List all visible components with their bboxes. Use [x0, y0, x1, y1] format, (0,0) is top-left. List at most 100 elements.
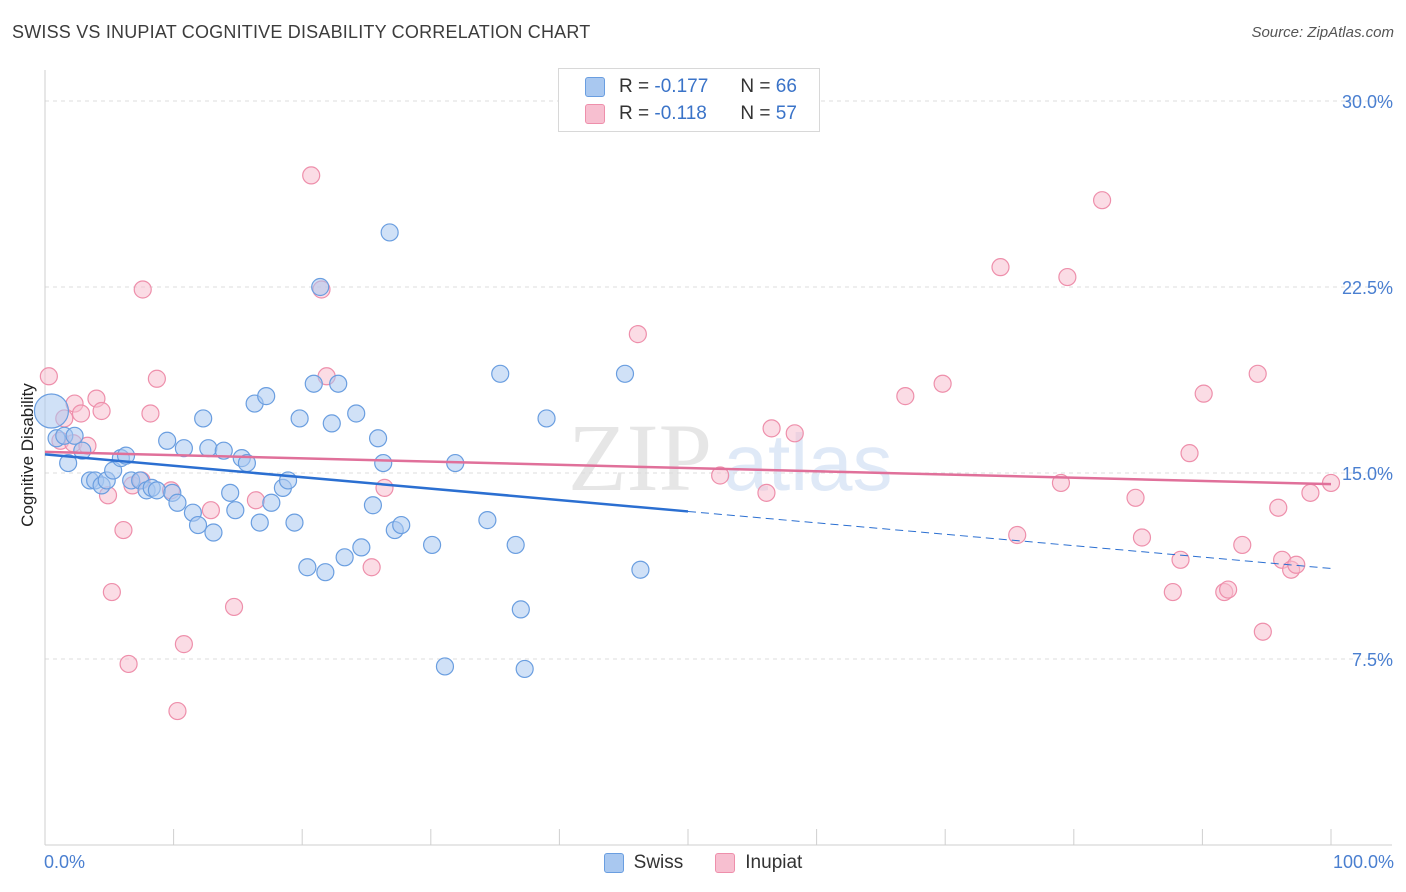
- legend-item-swiss[interactable]: Swiss: [603, 852, 684, 874]
- swiss-point: [158, 431, 177, 450]
- inupiat-swatch-icon: [585, 104, 605, 124]
- swiss-point: [392, 515, 411, 535]
- swiss-point: [285, 513, 304, 532]
- inupiat-point: [1253, 622, 1272, 641]
- inupiat-point: [1092, 191, 1112, 210]
- swiss-point: [250, 513, 269, 532]
- swiss-point: [168, 493, 187, 512]
- swiss-point: [506, 535, 525, 555]
- series-legend: Swiss Inupiat: [0, 852, 1406, 874]
- swiss-point: [380, 223, 399, 242]
- inupiat-point: [92, 401, 111, 421]
- swiss-point: [435, 657, 455, 676]
- legend-swiss-label: Swiss: [633, 852, 684, 873]
- inupiat-point: [991, 258, 1010, 277]
- swiss-point: [515, 659, 534, 679]
- inupiat-point: [141, 404, 160, 423]
- swiss-legend-icon: [603, 853, 624, 873]
- swiss-point: [147, 481, 166, 500]
- swiss-point: [311, 277, 330, 297]
- legend-row-inupiat: R = -0.118 N = 57: [585, 102, 797, 126]
- inupiat-trend-line: [44, 450, 1332, 486]
- swiss-trend-line: [44, 453, 689, 513]
- swiss-point: [374, 453, 393, 473]
- inupiat-point: [1058, 267, 1077, 287]
- inupiat-point: [896, 387, 915, 406]
- swiss-point: [322, 414, 341, 433]
- y-tick-label: 30.0%: [1342, 92, 1393, 112]
- inupiat-point: [1248, 364, 1267, 383]
- legend-row-swiss: R = -0.177 N = 66: [585, 75, 797, 99]
- swiss-point: [199, 439, 218, 458]
- inupiat-n-value: 57: [775, 103, 797, 124]
- swiss-n-value: 66: [775, 76, 797, 97]
- y-tick-label: 7.5%: [1352, 650, 1393, 670]
- inupiat-point: [119, 654, 138, 674]
- y-tick-label: 22.5%: [1342, 278, 1393, 298]
- inupiat-point: [375, 478, 394, 497]
- inupiat-point: [1269, 498, 1288, 517]
- swiss-point: [59, 453, 78, 473]
- inupiat-point: [933, 374, 952, 393]
- swiss-point: [226, 501, 245, 520]
- swiss-n-label: N =: [740, 76, 771, 97]
- inupiat-point: [1194, 384, 1213, 403]
- swiss-point: [298, 558, 317, 577]
- inupiat-point: [762, 419, 781, 438]
- swiss-point: [352, 538, 371, 557]
- x-tick-max: 100.0%: [1332, 852, 1394, 872]
- swiss-r-value: -0.177: [654, 76, 709, 97]
- swiss-point: [116, 446, 136, 465]
- swiss-point: [631, 560, 650, 579]
- inupiat-n-label: N =: [740, 103, 771, 124]
- inupiat-point: [1163, 582, 1182, 602]
- watermark-atlas: atlas: [724, 418, 893, 507]
- source-label: Source: ZipAtlas.com: [1251, 24, 1394, 41]
- swiss-swatch-icon: [585, 77, 605, 97]
- swiss-point: [65, 426, 84, 445]
- legend-item-inupiat[interactable]: Inupiat: [715, 852, 802, 874]
- inupiat-point: [168, 701, 187, 721]
- inupiat-r-label: R =: [619, 103, 650, 124]
- swiss-point: [478, 511, 497, 530]
- swiss-point: [304, 374, 323, 393]
- swiss-trend-extension: [687, 510, 1332, 569]
- inupiat-point: [201, 501, 220, 520]
- swiss-point: [335, 548, 354, 567]
- inupiat-point: [102, 582, 121, 602]
- swiss-point: [174, 439, 193, 458]
- swiss-point: [262, 493, 281, 512]
- swiss-r-label: R =: [619, 76, 650, 97]
- inupiat-point: [114, 520, 133, 540]
- y-tick-label: 15.0%: [1342, 464, 1393, 484]
- legend-inupiat-label: Inupiat: [745, 852, 803, 873]
- inupiat-point: [628, 325, 647, 344]
- swiss-point: [221, 483, 240, 502]
- swiss-point: [491, 364, 510, 383]
- swiss-point: [194, 409, 213, 428]
- swiss-point: [316, 563, 335, 582]
- swiss-point: [329, 374, 348, 393]
- inupiat-point: [1126, 488, 1145, 507]
- swiss-point: [204, 523, 223, 542]
- swiss-point: [363, 496, 383, 515]
- chart-title: SWISS VS INUPIAT COGNITIVE DISABILITY CO…: [12, 22, 591, 42]
- x-tick-min: 0.0%: [44, 852, 86, 872]
- inupiat-point: [224, 597, 244, 617]
- swiss-point: [511, 600, 530, 619]
- inupiat-point: [174, 635, 193, 654]
- inupiat-r-value: -0.118: [654, 103, 707, 124]
- inupiat-point: [1171, 550, 1190, 569]
- swiss-point: [257, 387, 276, 406]
- inupiat-point: [71, 404, 91, 423]
- swiss-point: [537, 409, 556, 428]
- inupiat-point: [302, 166, 321, 185]
- inupiat-point: [1219, 580, 1238, 599]
- inupiat-point: [133, 280, 152, 299]
- swiss-point: [188, 515, 208, 535]
- inupiat-point: [246, 491, 266, 510]
- inupiat-point: [1132, 528, 1152, 547]
- inupiat-point: [1180, 444, 1199, 463]
- inupiat-point: [1008, 525, 1027, 545]
